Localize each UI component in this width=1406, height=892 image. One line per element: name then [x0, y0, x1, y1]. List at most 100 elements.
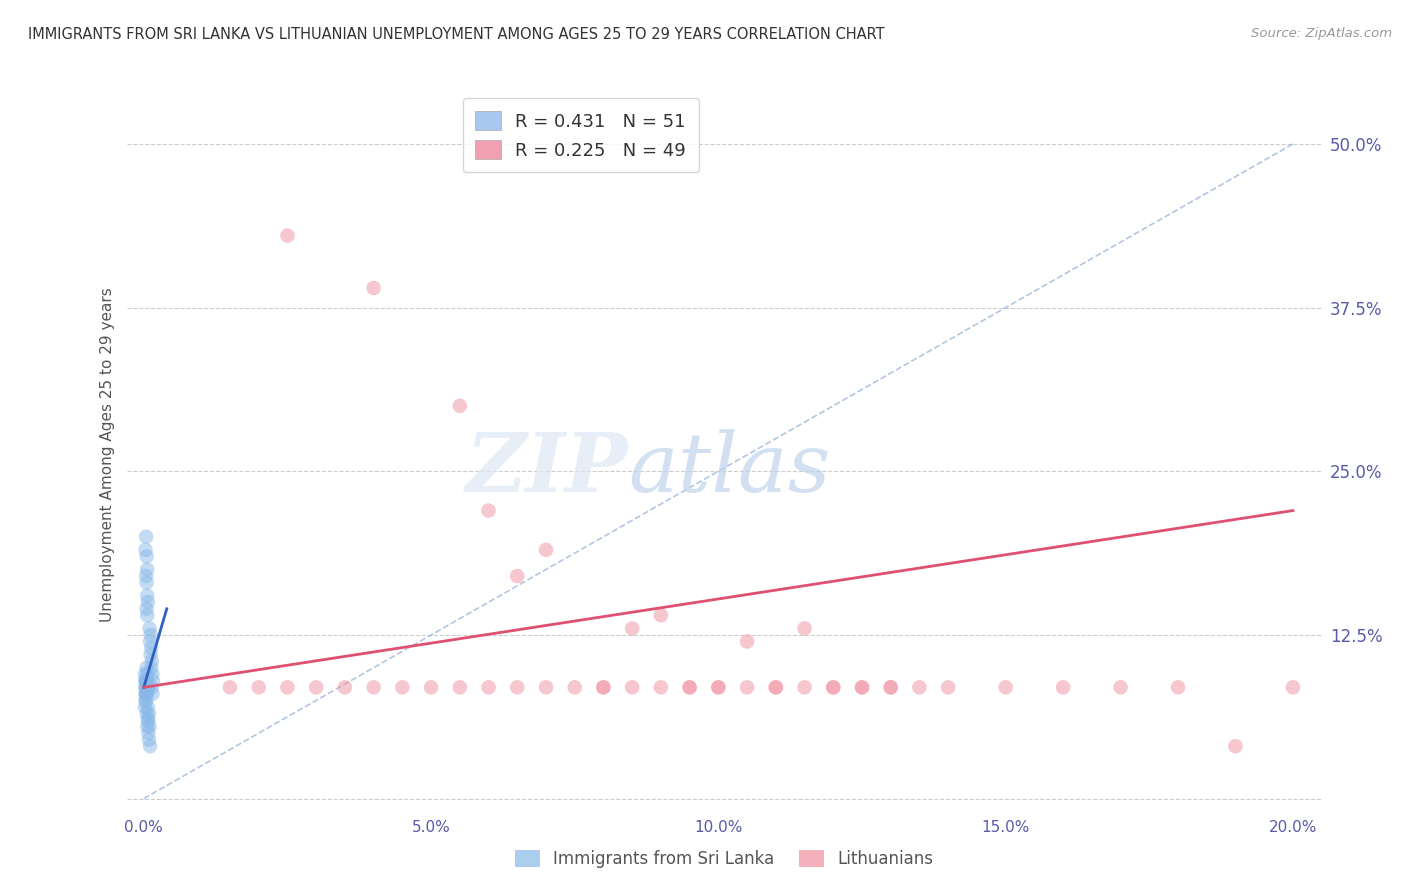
- Point: [136, 700, 159, 714]
- Point: [506, 569, 529, 583]
- Point: [139, 739, 162, 754]
- Point: [134, 673, 156, 688]
- Point: [134, 687, 156, 701]
- Point: [678, 681, 700, 695]
- Point: [138, 720, 160, 734]
- Point: [138, 681, 160, 695]
- Point: [621, 621, 644, 635]
- Point: [136, 687, 159, 701]
- Point: [135, 687, 157, 701]
- Point: [141, 687, 163, 701]
- Point: [134, 693, 156, 707]
- Point: [363, 681, 385, 695]
- Point: [823, 681, 845, 695]
- Legend: Immigrants from Sri Lanka, Lithuanians: Immigrants from Sri Lanka, Lithuanians: [508, 843, 941, 875]
- Point: [136, 720, 159, 734]
- Point: [592, 681, 614, 695]
- Point: [851, 681, 873, 695]
- Point: [135, 569, 157, 583]
- Point: [305, 681, 328, 695]
- Point: [1109, 681, 1132, 695]
- Point: [1052, 681, 1074, 695]
- Point: [650, 608, 672, 623]
- Point: [363, 281, 385, 295]
- Point: [136, 713, 159, 727]
- Point: [1282, 681, 1305, 695]
- Point: [219, 681, 242, 695]
- Point: [136, 667, 159, 681]
- Point: [135, 681, 157, 695]
- Point: [141, 667, 163, 681]
- Point: [134, 542, 156, 557]
- Point: [135, 693, 157, 707]
- Point: [136, 562, 159, 576]
- Point: [936, 681, 959, 695]
- Point: [276, 681, 298, 695]
- Text: atlas: atlas: [628, 429, 831, 509]
- Point: [135, 706, 157, 721]
- Point: [135, 575, 157, 590]
- Point: [707, 681, 730, 695]
- Point: [135, 687, 157, 701]
- Point: [141, 641, 163, 656]
- Point: [135, 549, 157, 564]
- Point: [138, 726, 160, 740]
- Point: [880, 681, 903, 695]
- Point: [138, 713, 160, 727]
- Point: [621, 681, 644, 695]
- Point: [564, 681, 586, 695]
- Point: [793, 621, 815, 635]
- Text: Source: ZipAtlas.com: Source: ZipAtlas.com: [1251, 27, 1392, 40]
- Point: [134, 673, 156, 688]
- Point: [134, 667, 156, 681]
- Point: [477, 681, 499, 695]
- Point: [134, 700, 156, 714]
- Point: [449, 399, 471, 413]
- Point: [135, 530, 157, 544]
- Point: [138, 732, 160, 747]
- Point: [139, 634, 162, 648]
- Point: [136, 681, 159, 695]
- Point: [506, 681, 529, 695]
- Point: [141, 654, 163, 668]
- Point: [534, 681, 557, 695]
- Point: [534, 542, 557, 557]
- Point: [851, 681, 873, 695]
- Point: [592, 681, 614, 695]
- Point: [138, 706, 160, 721]
- Point: [1225, 739, 1247, 754]
- Point: [141, 681, 163, 695]
- Point: [135, 681, 157, 695]
- Point: [247, 681, 270, 695]
- Point: [276, 228, 298, 243]
- Point: [136, 608, 159, 623]
- Point: [139, 628, 162, 642]
- Point: [765, 681, 787, 695]
- Point: [823, 681, 845, 695]
- Point: [134, 681, 156, 695]
- Point: [994, 681, 1017, 695]
- Point: [139, 648, 162, 662]
- Point: [136, 595, 159, 609]
- Point: [449, 681, 471, 695]
- Point: [136, 589, 159, 603]
- Text: ZIP: ZIP: [465, 429, 628, 509]
- Point: [138, 621, 160, 635]
- Point: [135, 681, 157, 695]
- Point: [735, 634, 758, 648]
- Point: [142, 673, 165, 688]
- Point: [136, 673, 159, 688]
- Y-axis label: Unemployment Among Ages 25 to 29 years: Unemployment Among Ages 25 to 29 years: [100, 287, 115, 623]
- Point: [908, 681, 931, 695]
- Point: [333, 681, 356, 695]
- Point: [391, 681, 413, 695]
- Point: [135, 601, 157, 615]
- Point: [1167, 681, 1189, 695]
- Point: [793, 681, 815, 695]
- Point: [135, 661, 157, 675]
- Point: [420, 681, 443, 695]
- Point: [707, 681, 730, 695]
- Text: IMMIGRANTS FROM SRI LANKA VS LITHUANIAN UNEMPLOYMENT AMONG AGES 25 TO 29 YEARS C: IMMIGRANTS FROM SRI LANKA VS LITHUANIAN …: [28, 27, 884, 42]
- Point: [678, 681, 700, 695]
- Point: [650, 681, 672, 695]
